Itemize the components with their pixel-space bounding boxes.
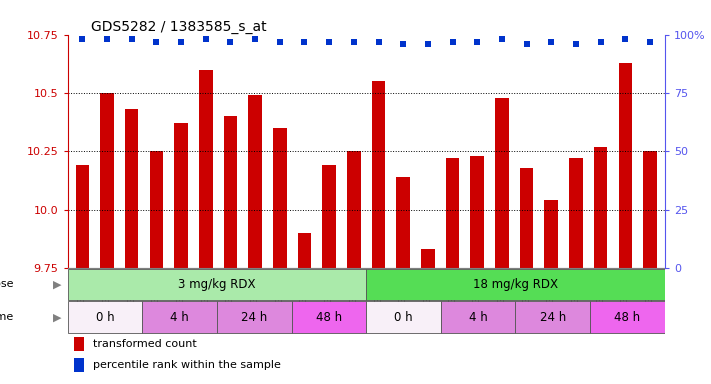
Bar <box>292 301 366 333</box>
Point <box>200 36 211 42</box>
Bar <box>397 177 410 268</box>
Point <box>250 36 261 42</box>
Point <box>274 38 286 45</box>
Bar <box>520 168 533 268</box>
Bar <box>441 301 515 333</box>
Text: percentile rank within the sample: percentile rank within the sample <box>92 360 281 370</box>
Point <box>496 36 508 42</box>
Bar <box>366 269 665 300</box>
Bar <box>545 200 558 268</box>
Bar <box>68 268 665 338</box>
Bar <box>68 269 366 300</box>
Bar <box>594 147 607 268</box>
Bar <box>298 233 311 268</box>
Point <box>299 38 310 45</box>
Bar <box>68 301 142 333</box>
Bar <box>142 301 217 333</box>
Text: ▶: ▶ <box>53 312 61 322</box>
Text: ▶: ▶ <box>53 280 61 290</box>
Point <box>176 38 187 45</box>
Bar <box>590 301 665 333</box>
Bar <box>149 151 164 268</box>
Point <box>422 41 434 47</box>
Text: transformed count: transformed count <box>92 339 196 349</box>
Bar <box>248 95 262 268</box>
Point <box>348 38 360 45</box>
Point <box>151 38 162 45</box>
Point <box>521 41 533 47</box>
Point <box>619 36 631 42</box>
Bar <box>366 301 441 333</box>
Text: GDS5282 / 1383585_s_at: GDS5282 / 1383585_s_at <box>92 20 267 33</box>
Point <box>570 41 582 47</box>
Point <box>447 38 458 45</box>
Point <box>471 38 483 45</box>
Bar <box>643 151 657 268</box>
Text: 0 h: 0 h <box>95 311 114 324</box>
Text: 48 h: 48 h <box>316 311 342 324</box>
Point <box>545 38 557 45</box>
Point <box>225 38 236 45</box>
Bar <box>372 81 385 268</box>
Point <box>397 41 409 47</box>
Bar <box>199 70 213 268</box>
Point <box>373 38 384 45</box>
Bar <box>421 250 434 268</box>
Bar <box>446 158 459 268</box>
Text: 4 h: 4 h <box>170 311 189 324</box>
Bar <box>217 301 292 333</box>
Point <box>595 38 606 45</box>
Bar <box>174 123 188 268</box>
Bar <box>224 116 237 268</box>
Bar <box>569 158 583 268</box>
Point <box>77 36 88 42</box>
Text: 48 h: 48 h <box>614 311 641 324</box>
Bar <box>471 156 484 268</box>
Text: dose: dose <box>0 280 14 290</box>
Text: 18 mg/kg RDX: 18 mg/kg RDX <box>473 278 558 291</box>
Bar <box>322 166 336 268</box>
Bar <box>273 128 287 268</box>
Point <box>644 38 656 45</box>
Point <box>126 36 137 42</box>
Bar <box>73 358 85 372</box>
Text: time: time <box>0 312 14 322</box>
Bar <box>75 166 89 268</box>
Text: 0 h: 0 h <box>394 311 413 324</box>
Text: 3 mg/kg RDX: 3 mg/kg RDX <box>178 278 256 291</box>
Bar <box>619 63 632 268</box>
Text: 4 h: 4 h <box>469 311 488 324</box>
Bar <box>73 337 85 351</box>
Text: 24 h: 24 h <box>540 311 566 324</box>
Bar <box>100 93 114 268</box>
Bar <box>515 301 590 333</box>
Bar <box>495 98 508 268</box>
Bar <box>347 151 360 268</box>
Point <box>102 36 113 42</box>
Text: 24 h: 24 h <box>241 311 267 324</box>
Bar <box>125 109 139 268</box>
Point <box>324 38 335 45</box>
